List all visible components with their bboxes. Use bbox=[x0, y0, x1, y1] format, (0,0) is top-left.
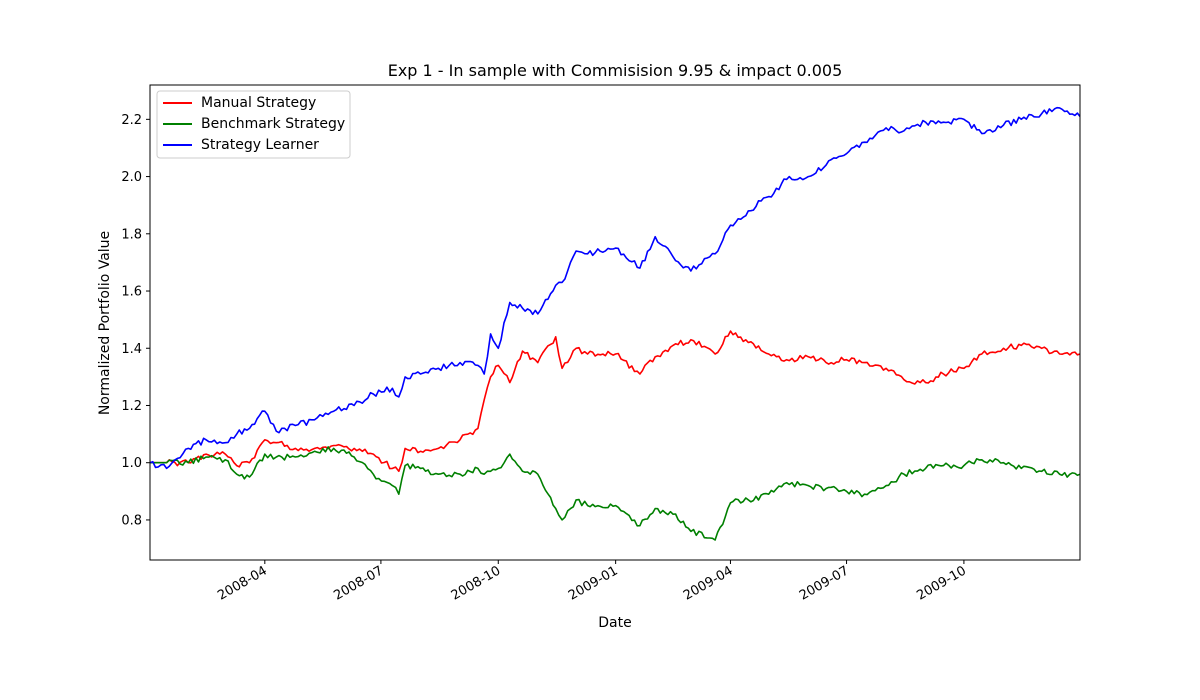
y-axis: 0.8 1.0 1.2 1.4 1.6 1.8 2.0 2.2 bbox=[121, 113, 150, 528]
plot-frame bbox=[149, 84, 1081, 561]
series-line-manual-strategy bbox=[150, 330, 1081, 473]
y-tick-label: 1.2 bbox=[121, 399, 142, 414]
legend-box bbox=[156, 90, 351, 159]
legend-label-strategy-learner: Strategy Learner bbox=[201, 137, 319, 153]
y-tick-label: 1.4 bbox=[121, 342, 142, 357]
y-tick-label: 1.0 bbox=[121, 456, 142, 471]
series-line-benchmark-strategy bbox=[150, 446, 1081, 541]
chart-title: Exp 1 - In sample with Commisision 9.95 … bbox=[388, 61, 843, 80]
legend-label-benchmark-strategy: Benchmark Strategy bbox=[201, 116, 345, 132]
legend-label-manual-strategy: Manual Strategy bbox=[201, 95, 316, 111]
x-axis-label: Date bbox=[598, 615, 631, 631]
plot-lines bbox=[149, 106, 1081, 541]
y-tick-label: 2.0 bbox=[121, 170, 142, 185]
series-line-strategy-learner bbox=[149, 106, 1081, 470]
legend: Manual Strategy Benchmark Strategy Strat… bbox=[156, 90, 351, 159]
y-tick-label: 0.8 bbox=[121, 513, 142, 528]
y-axis-label: Normalized Portfolio Value bbox=[97, 231, 113, 415]
y-tick-label: 1.6 bbox=[121, 285, 142, 300]
y-tick-label: 1.8 bbox=[121, 227, 142, 242]
y-tick-label: 2.2 bbox=[121, 113, 142, 128]
